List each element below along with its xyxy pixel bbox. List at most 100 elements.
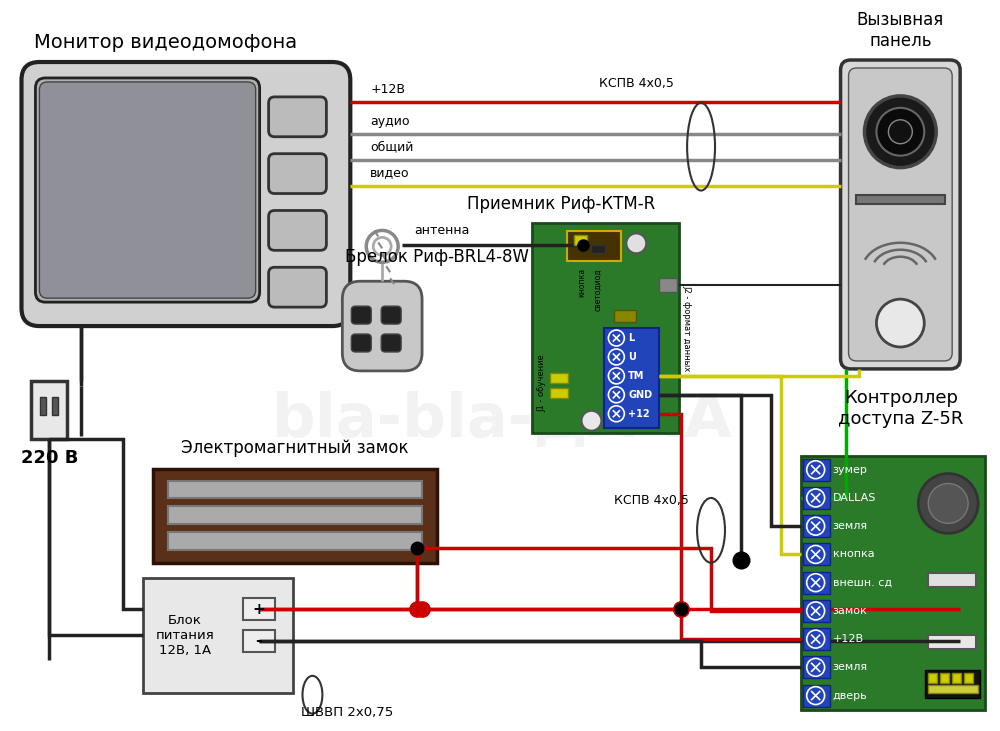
- Text: дверь: дверь: [833, 691, 867, 700]
- FancyBboxPatch shape: [351, 306, 371, 324]
- FancyBboxPatch shape: [39, 82, 256, 298]
- Text: светодиод: светодиод: [594, 268, 603, 311]
- Circle shape: [876, 108, 924, 156]
- Text: общий: общий: [370, 140, 414, 154]
- Text: аудио: аудио: [370, 115, 410, 128]
- Text: +12: +12: [628, 409, 650, 419]
- Bar: [928, 573, 976, 587]
- FancyBboxPatch shape: [351, 334, 371, 352]
- Circle shape: [876, 299, 924, 347]
- Circle shape: [807, 659, 825, 676]
- Text: 220 В: 220 В: [21, 449, 78, 466]
- Text: Блок
питания
12В, 1А: Блок питания 12В, 1А: [156, 615, 214, 657]
- Bar: [614, 310, 636, 322]
- Bar: [803, 656, 830, 678]
- Bar: [550, 388, 568, 398]
- Bar: [243, 630, 275, 652]
- Bar: [928, 685, 978, 693]
- Text: земля: земля: [833, 662, 868, 673]
- Bar: [168, 480, 422, 499]
- Bar: [928, 673, 937, 683]
- Text: U: U: [628, 352, 636, 362]
- Bar: [574, 235, 587, 246]
- Bar: [803, 685, 830, 707]
- Bar: [659, 279, 677, 292]
- Text: видео: видео: [370, 167, 410, 180]
- Text: кнопка: кнопка: [833, 550, 874, 559]
- Circle shape: [864, 96, 936, 167]
- Text: +: +: [252, 602, 265, 616]
- Text: замок: замок: [833, 606, 867, 616]
- Bar: [143, 578, 293, 693]
- FancyBboxPatch shape: [381, 334, 401, 352]
- Circle shape: [581, 411, 601, 431]
- Circle shape: [807, 461, 825, 479]
- Circle shape: [807, 518, 825, 535]
- Circle shape: [928, 483, 968, 523]
- Text: GND: GND: [628, 390, 652, 400]
- Bar: [803, 515, 830, 537]
- Text: -: -: [255, 634, 262, 648]
- Circle shape: [888, 120, 912, 144]
- Text: Монитор видеодомофона: Монитор видеодомофона: [34, 33, 298, 52]
- FancyBboxPatch shape: [269, 154, 326, 194]
- FancyBboxPatch shape: [21, 62, 350, 326]
- Text: Брелок Риф-BRL4-8W: Брелок Риф-BRL4-8W: [345, 249, 529, 266]
- FancyBboxPatch shape: [269, 268, 326, 307]
- Bar: [803, 600, 830, 622]
- Text: зумер: зумер: [833, 465, 867, 474]
- Text: Приемник Риф-КТМ-R: Приемник Риф-КТМ-R: [467, 195, 655, 213]
- Bar: [964, 673, 973, 683]
- Bar: [604, 328, 659, 428]
- Bar: [803, 487, 830, 509]
- FancyBboxPatch shape: [381, 306, 401, 324]
- Bar: [550, 373, 568, 383]
- Text: Контроллер
доступа Z-5R: Контроллер доступа Z-5R: [838, 389, 964, 428]
- FancyBboxPatch shape: [269, 97, 326, 137]
- Text: TM: TM: [628, 371, 645, 381]
- Circle shape: [807, 489, 825, 507]
- Text: КСПВ 4х0,5: КСПВ 4х0,5: [614, 494, 689, 507]
- Circle shape: [626, 233, 646, 254]
- Circle shape: [807, 545, 825, 564]
- Text: +12В: +12В: [370, 83, 405, 96]
- Bar: [591, 246, 605, 254]
- Circle shape: [608, 349, 624, 365]
- Text: ШВВП 2х0,75: ШВВП 2х0,75: [301, 706, 393, 719]
- Bar: [803, 543, 830, 565]
- Bar: [803, 628, 830, 650]
- Circle shape: [807, 602, 825, 620]
- Circle shape: [608, 406, 624, 422]
- Text: +12В: +12В: [833, 634, 864, 644]
- Bar: [940, 673, 949, 683]
- Circle shape: [918, 474, 978, 534]
- Text: Электромагнитный замок: Электромагнитный замок: [181, 439, 409, 457]
- Text: L: L: [628, 333, 635, 343]
- FancyBboxPatch shape: [269, 211, 326, 250]
- Bar: [243, 598, 275, 620]
- Bar: [801, 455, 985, 710]
- FancyBboxPatch shape: [342, 281, 422, 371]
- Text: кнопка: кнопка: [577, 268, 586, 298]
- Circle shape: [807, 574, 825, 591]
- Circle shape: [807, 686, 825, 705]
- FancyBboxPatch shape: [841, 60, 960, 369]
- Bar: [925, 670, 980, 697]
- Text: внешн. сд: внешн. сд: [833, 577, 892, 588]
- Text: J2 - формат данных: J2 - формат данных: [683, 285, 692, 371]
- Text: bla-bla-ДАЧА: bla-bla-ДАЧА: [272, 391, 732, 450]
- FancyBboxPatch shape: [849, 68, 952, 361]
- Text: Вызывная
панель: Вызывная панель: [857, 11, 944, 50]
- Circle shape: [608, 330, 624, 346]
- FancyBboxPatch shape: [35, 78, 260, 302]
- Text: КСПВ 4х0,5: КСПВ 4х0,5: [599, 77, 674, 91]
- Text: земля: земля: [833, 521, 868, 531]
- Bar: [168, 532, 422, 550]
- Bar: [803, 572, 830, 594]
- Bar: [567, 232, 621, 261]
- Bar: [803, 459, 830, 481]
- Text: DALLAS: DALLAS: [833, 493, 876, 503]
- Bar: [31, 381, 67, 439]
- Bar: [952, 673, 961, 683]
- Bar: [153, 469, 437, 563]
